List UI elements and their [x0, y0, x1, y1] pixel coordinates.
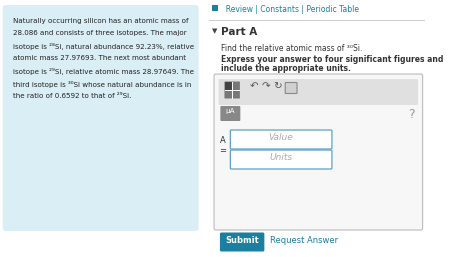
Text: Express your answer to four significant figures and: Express your answer to four significant …: [221, 55, 444, 64]
Text: Part A: Part A: [221, 27, 257, 37]
Text: Submit: Submit: [225, 236, 259, 245]
Text: Find the relative atomic mass of ³⁰Si.: Find the relative atomic mass of ³⁰Si.: [221, 44, 363, 53]
Text: 28.086 and consists of three isotopes. The major: 28.086 and consists of three isotopes. T…: [13, 31, 186, 36]
Text: atomic mass 27.97693. The next most abundant: atomic mass 27.97693. The next most abun…: [13, 56, 186, 61]
Text: ↶: ↶: [249, 81, 258, 91]
Text: Units: Units: [270, 153, 293, 162]
FancyBboxPatch shape: [3, 5, 199, 231]
Text: μA: μA: [226, 108, 235, 114]
Text: third isotope is ³⁰Si whose natural abundance is in: third isotope is ³⁰Si whose natural abun…: [13, 80, 191, 87]
Text: ↻: ↻: [273, 81, 282, 91]
Text: isotope is ²⁸Si, natural abundance 92.23%, relative: isotope is ²⁸Si, natural abundance 92.23…: [13, 43, 194, 50]
Text: =: =: [219, 146, 227, 155]
FancyBboxPatch shape: [230, 150, 332, 169]
FancyBboxPatch shape: [220, 233, 264, 252]
FancyBboxPatch shape: [225, 81, 240, 98]
Text: Review | Constants | Periodic Table: Review | Constants | Periodic Table: [221, 5, 359, 14]
Text: isotope is ²⁹Si, relative atomic mass 28.97649. The: isotope is ²⁹Si, relative atomic mass 28…: [13, 68, 194, 75]
Text: A: A: [219, 136, 225, 145]
Text: Request Answer: Request Answer: [270, 236, 338, 245]
Text: include the appropriate units.: include the appropriate units.: [221, 64, 351, 73]
FancyBboxPatch shape: [285, 82, 297, 94]
FancyBboxPatch shape: [219, 79, 418, 105]
Text: ?: ?: [409, 108, 415, 121]
FancyBboxPatch shape: [220, 106, 240, 121]
Text: Value: Value: [269, 133, 293, 142]
FancyBboxPatch shape: [214, 74, 423, 230]
FancyBboxPatch shape: [212, 5, 218, 11]
Text: ↷: ↷: [261, 81, 270, 91]
Text: the ratio of 0.6592 to that of ²⁹Si.: the ratio of 0.6592 to that of ²⁹Si.: [13, 93, 131, 99]
FancyBboxPatch shape: [225, 82, 232, 90]
Text: Naturally occurring silicon has an atomic mass of: Naturally occurring silicon has an atomi…: [13, 18, 188, 24]
Text: ▼: ▼: [212, 28, 218, 34]
FancyBboxPatch shape: [230, 130, 332, 149]
